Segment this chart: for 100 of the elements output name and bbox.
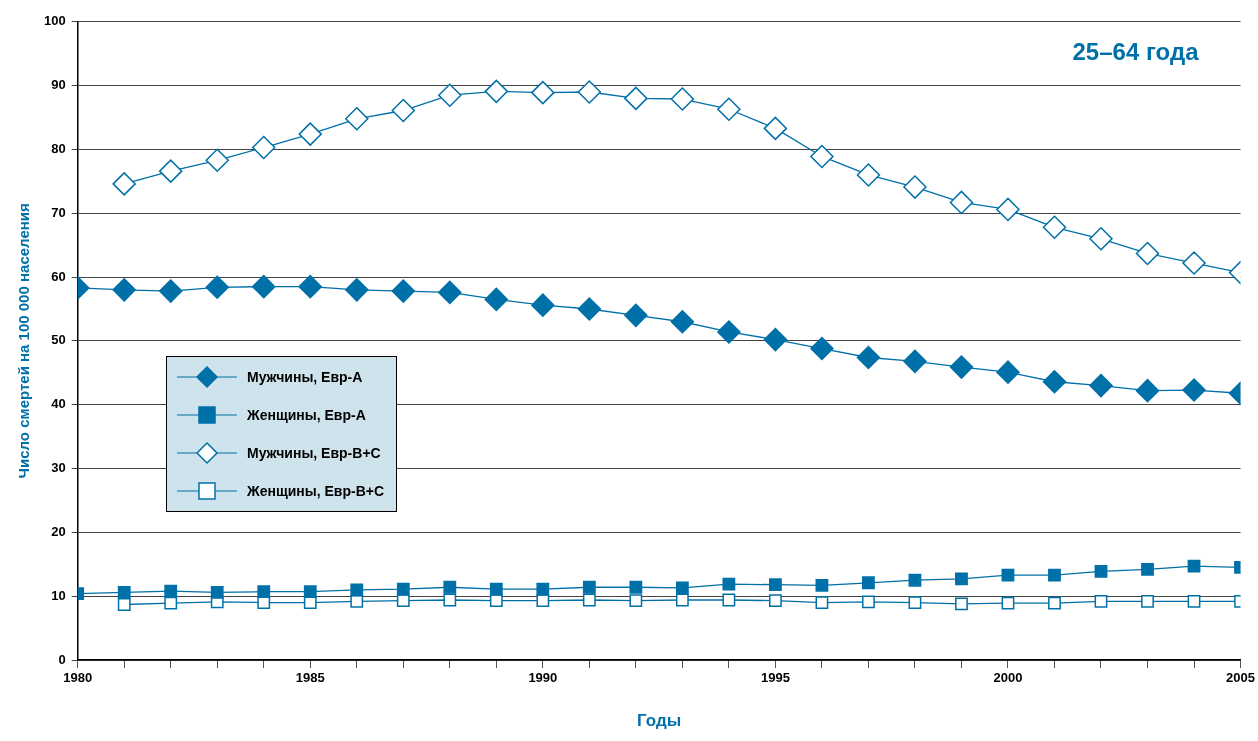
point <box>1187 559 1201 573</box>
point <box>350 583 364 597</box>
point <box>717 97 741 121</box>
point <box>298 274 323 299</box>
point <box>1042 215 1067 240</box>
point <box>112 278 136 302</box>
point <box>675 581 689 595</box>
legend-label: Женщины, Евр-A <box>247 407 366 423</box>
point <box>164 596 178 610</box>
point <box>345 278 369 302</box>
point <box>1182 251 1206 275</box>
point <box>670 310 695 334</box>
point <box>763 116 788 141</box>
point <box>955 572 968 586</box>
point <box>815 596 829 609</box>
point <box>717 320 741 344</box>
point <box>903 175 927 199</box>
point <box>1094 564 1108 578</box>
x-axis-title: Годы <box>636 711 682 731</box>
point <box>1135 378 1160 403</box>
point <box>1089 373 1113 398</box>
point <box>1042 370 1067 394</box>
y-tick-label: 40 <box>51 396 66 412</box>
point <box>210 585 224 599</box>
point <box>443 593 457 607</box>
point <box>350 594 364 608</box>
point <box>582 580 596 594</box>
point <box>996 197 1020 222</box>
point <box>1001 568 1015 582</box>
point <box>438 83 462 107</box>
point <box>1048 596 1061 610</box>
point <box>675 593 689 607</box>
point <box>856 345 881 370</box>
point <box>955 597 968 611</box>
point <box>1135 241 1160 266</box>
point <box>158 279 183 303</box>
point <box>768 578 782 592</box>
point <box>815 578 829 592</box>
y-tick-label: 30 <box>51 460 66 476</box>
point <box>624 86 648 111</box>
point <box>629 580 643 594</box>
y-tick-label: 80 <box>51 141 66 157</box>
point <box>810 144 834 169</box>
y-tick-label: 70 <box>51 204 66 220</box>
point <box>158 159 183 183</box>
point <box>624 303 648 328</box>
y-axis-title: Число смертей на 100 000 населения <box>15 203 33 479</box>
point <box>112 172 136 196</box>
point <box>582 593 596 607</box>
point <box>1001 596 1015 610</box>
point <box>391 279 416 303</box>
point <box>164 584 178 598</box>
point <box>484 79 509 104</box>
point <box>531 293 555 317</box>
point <box>577 80 602 104</box>
y-tick-label: 10 <box>51 587 66 603</box>
point <box>252 274 276 299</box>
legend-label: Мужчины, Евр-B+C <box>247 445 381 461</box>
point <box>1187 594 1201 608</box>
point <box>1141 562 1154 576</box>
point <box>768 594 782 608</box>
x-tick-label: 1995 <box>760 670 790 686</box>
point <box>396 582 410 596</box>
point <box>489 582 503 596</box>
point <box>1094 594 1108 608</box>
point <box>1141 594 1154 608</box>
point <box>117 598 131 611</box>
y-tick-label: 20 <box>51 523 66 539</box>
point <box>629 594 643 608</box>
point <box>722 577 736 591</box>
point <box>996 360 1020 384</box>
point <box>536 582 550 596</box>
x-tick-label: 2000 <box>993 670 1023 686</box>
point <box>1089 227 1113 251</box>
point <box>577 297 602 321</box>
point <box>862 576 875 590</box>
point <box>949 355 974 379</box>
point <box>722 593 736 607</box>
point <box>949 190 974 215</box>
point <box>810 336 834 361</box>
point <box>257 585 271 599</box>
point <box>908 573 922 587</box>
point <box>345 107 369 131</box>
point <box>856 163 881 187</box>
legend-label: Женщины, Евр-B+C <box>247 483 385 499</box>
point <box>1048 568 1061 582</box>
point <box>670 87 695 111</box>
point <box>117 585 131 599</box>
point <box>763 327 788 352</box>
x-tick-label: 2005 <box>1226 670 1255 686</box>
y-tick-label: 90 <box>51 77 66 93</box>
point <box>438 280 462 305</box>
point <box>531 80 555 105</box>
point <box>303 585 317 599</box>
point <box>252 135 276 160</box>
y-tick-label: 50 <box>51 332 66 348</box>
y-tick-label: 0 <box>58 651 66 667</box>
y-tick-label: 60 <box>51 268 66 284</box>
point <box>903 349 927 374</box>
point <box>484 287 509 312</box>
